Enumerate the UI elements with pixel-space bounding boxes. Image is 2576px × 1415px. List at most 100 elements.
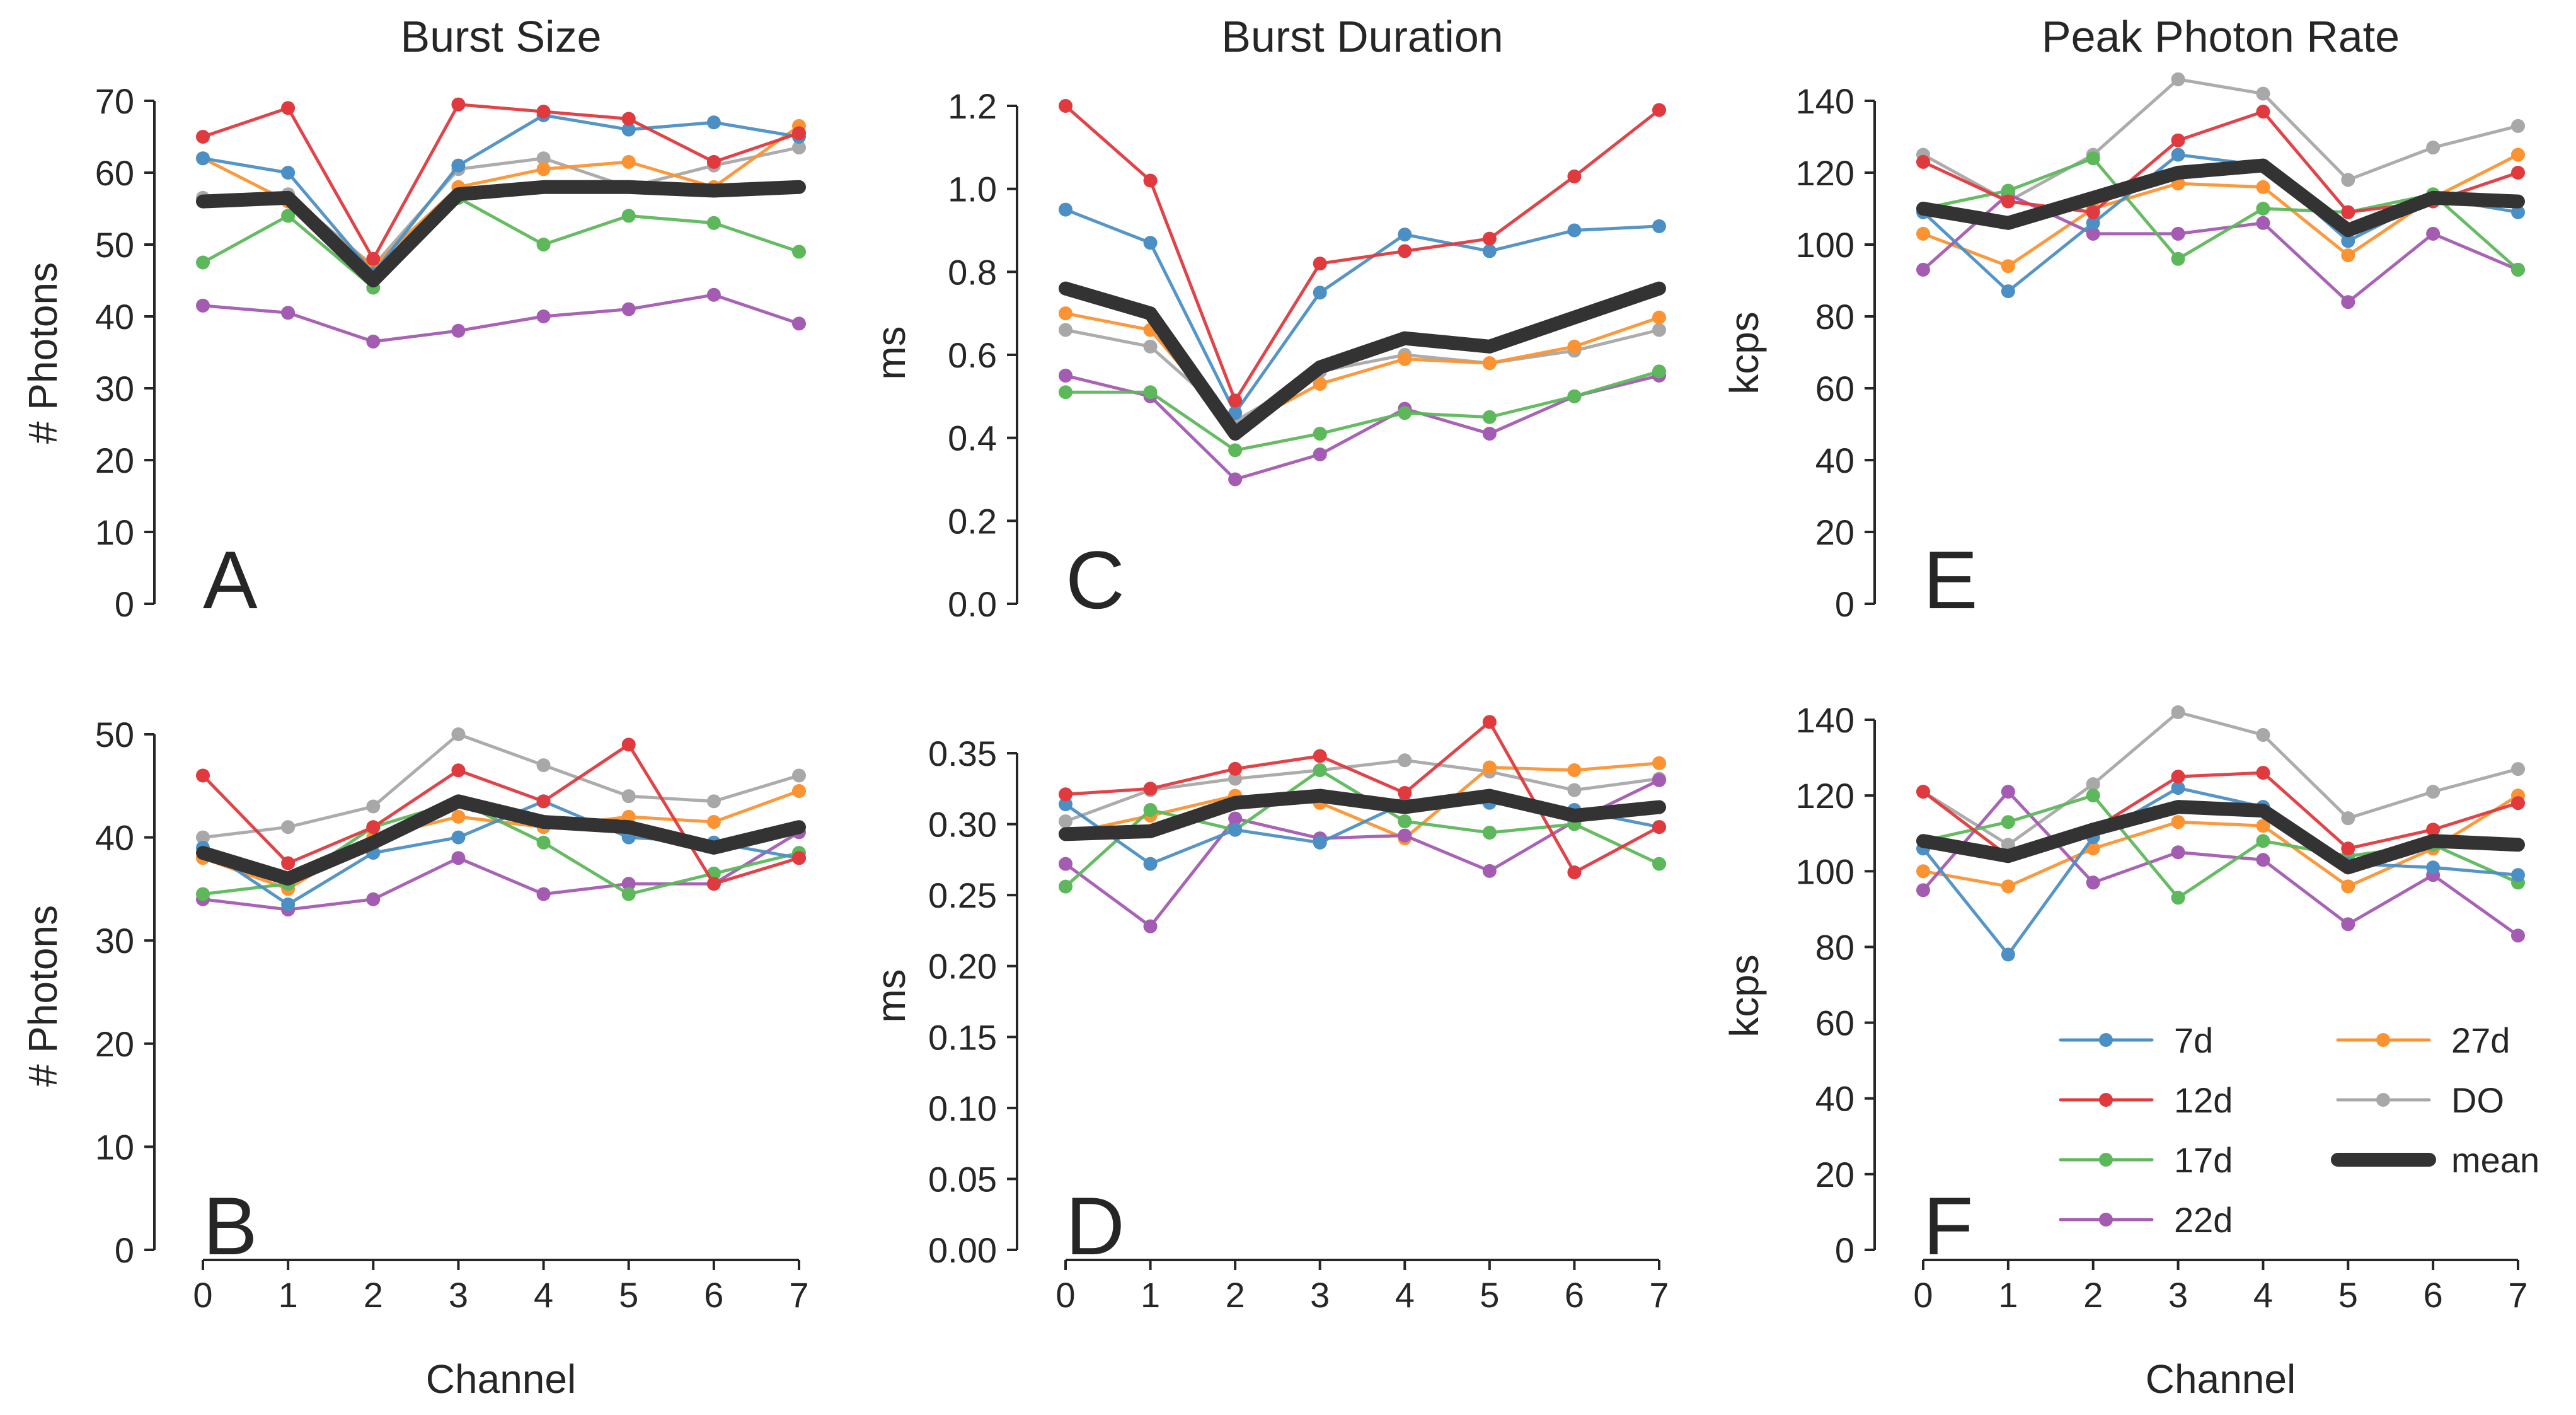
y-tick-label: 60 (1815, 369, 1854, 408)
data-point-7d (2171, 147, 2185, 162)
data-point-22d (1398, 828, 1412, 843)
panel-A: 0 10 20 30 40 50 60 70 # Photons Burst Size A (20, 12, 806, 626)
legend-label: DO (2451, 1080, 2504, 1120)
data-point-7d (1567, 223, 1582, 238)
y-tick-label: 100 (1796, 852, 1854, 891)
data-point-27d (2256, 819, 2270, 833)
data-point-7d (2341, 234, 2355, 248)
series-line-DO (1921, 710, 2520, 846)
y-tick-label: 80 (1815, 927, 1854, 967)
y-tick-label: 0.6 (948, 335, 997, 375)
data-point-27d (2256, 180, 2270, 194)
y-tick-label: 120 (1796, 153, 1854, 193)
data-point-17d (2086, 151, 2100, 166)
data-point-12d (2256, 105, 2270, 119)
data-point-7d (2511, 868, 2525, 882)
data-point-17d (1482, 410, 1497, 424)
data-point-DO (2086, 777, 2100, 792)
data-point-22d (2086, 226, 2100, 241)
x-tick-label: 1 (1998, 1275, 2018, 1315)
data-point-12d (2341, 205, 2355, 219)
y-tick-label: 0 (1835, 1230, 1854, 1270)
data-point-17d (1398, 814, 1412, 829)
data-point-12d (1916, 785, 1930, 799)
data-point-12d (2086, 205, 2100, 219)
data-point-12d (281, 856, 296, 870)
data-point-12d (2511, 166, 2525, 180)
legend-swatch-marker (2376, 1093, 2390, 1107)
data-point-27d (2511, 147, 2525, 162)
y-tick-label: 140 (1796, 81, 1854, 121)
data-point-22d (2341, 917, 2355, 932)
x-tick-label: 0 (1055, 1275, 1075, 1315)
data-point-17d (706, 216, 721, 230)
y-tick-label: 0.30 (928, 805, 997, 845)
data-point-27d (1652, 756, 1666, 770)
y-tick-label: 10 (95, 1127, 134, 1167)
data-point-22d (792, 316, 806, 331)
series-line-7d (201, 113, 801, 275)
data-point-22d (2001, 785, 2015, 799)
x-tick-label: 5 (2338, 1275, 2358, 1315)
data-point-DO (2341, 173, 2355, 187)
data-point-17d (2086, 788, 2100, 803)
legend-swatch-marker (2099, 1033, 2113, 1047)
x-tick-label: 3 (1310, 1275, 1330, 1315)
data-point-12d (536, 794, 551, 809)
data-point-12d (1567, 169, 1582, 183)
x-tick-label: 0 (1913, 1275, 1933, 1315)
data-point-17d (2001, 183, 2015, 198)
y-tick-label: 40 (95, 818, 134, 858)
legend-swatch-marker (2099, 1153, 2113, 1167)
y-axis-label: # Photons (20, 905, 66, 1087)
x-tick-label: 2 (2083, 1275, 2103, 1315)
data-point-22d (1916, 262, 1930, 277)
y-tick-label: 20 (1815, 512, 1854, 552)
series-line-12d (201, 103, 801, 261)
data-point-7d (281, 166, 296, 180)
y-tick-label: 0.10 (928, 1089, 997, 1128)
data-point-27d (1059, 306, 1072, 321)
series-12d (196, 737, 806, 891)
series-7d (1059, 202, 1666, 420)
y-tick-label: 60 (95, 153, 134, 193)
series-line-DO (1921, 78, 2520, 204)
x-tick-label: 1 (279, 1275, 298, 1315)
data-point-12d (536, 105, 551, 119)
y-tick-label: 0.00 (928, 1230, 997, 1270)
data-point-DO (621, 789, 636, 804)
series-line-27d (1921, 794, 2520, 888)
y-axis-label: kcps (1722, 311, 1767, 395)
panel-letter: E (1923, 534, 1978, 626)
y-tick-label: 100 (1796, 225, 1854, 265)
panel-F: 0 1 2 3 4 5 6 7 0 20 40 60 80 100 120 140 kcps Channel F (1722, 700, 2528, 1402)
data-point-7d (1143, 857, 1158, 871)
y-tick-label: 1.2 (948, 86, 997, 126)
data-point-7d (451, 158, 466, 173)
data-point-22d (2341, 295, 2355, 309)
panel-C: 0.0 0.2 0.4 0.6 0.8 1.0 1.2 ms Burst Duration C (868, 12, 1666, 626)
data-point-7d (1228, 823, 1243, 837)
data-point-27d (1482, 356, 1497, 371)
data-point-17d (281, 209, 296, 223)
data-point-DO (1143, 339, 1158, 354)
data-point-12d (706, 877, 721, 891)
data-point-17d (536, 835, 551, 850)
series-line-22d (1064, 778, 1661, 928)
data-point-22d (1228, 811, 1243, 826)
data-point-12d (1143, 782, 1158, 796)
series-line-12d (1064, 104, 1661, 402)
data-point-7d (1313, 835, 1327, 850)
data-point-22d (1228, 472, 1243, 487)
data-point-DO (792, 768, 806, 783)
panel-B: 0 1 2 3 4 5 6 7 0 10 20 30 40 50 # Photons Channel B (20, 715, 809, 1402)
data-point-22d (2256, 853, 2270, 867)
series-line-17d (201, 196, 801, 289)
legend-label: 7d (2174, 1020, 2213, 1060)
series-12d (196, 97, 806, 266)
data-point-27d (536, 162, 551, 176)
legend-label: 22d (2174, 1200, 2233, 1240)
series-12d (1059, 99, 1666, 408)
data-point-DO (1228, 771, 1243, 786)
data-point-DO (2256, 86, 2270, 101)
